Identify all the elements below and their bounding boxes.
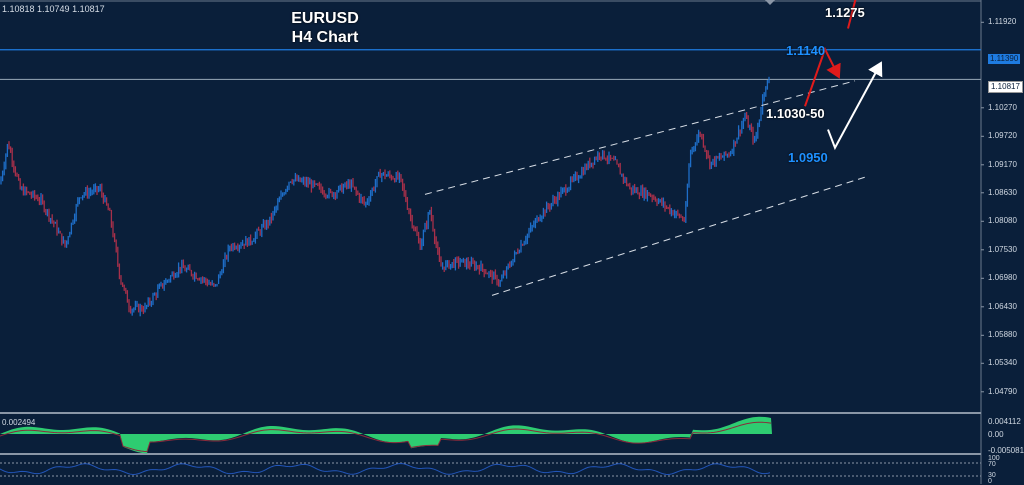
rsi-line	[0, 463, 771, 475]
rsi-axis-100: 100	[988, 455, 1000, 462]
rsi-axis-30: 30	[988, 472, 996, 479]
support-lower-label: 1.0950	[788, 150, 828, 165]
price-tick-label: 1.11920	[988, 17, 1017, 27]
scenario-arrow-icon	[847, 0, 857, 29]
rsi-axis-70: 70	[988, 461, 996, 468]
scenario-arrow-icon	[827, 61, 883, 151]
channel-lower-line	[491, 175, 869, 296]
macd-histogram	[0, 416, 772, 454]
price-tick-label: 1.06980	[988, 273, 1017, 283]
macd-axis-top: 0.004112	[988, 417, 1021, 426]
resistance-label: 1.1140	[786, 43, 826, 58]
price-tick-label: 1.08080	[988, 216, 1017, 226]
price-tick-label: 1.09170	[988, 159, 1017, 169]
resistance-price-tag: 1.11390	[988, 54, 1021, 64]
price-tick-label: 1.05880	[988, 330, 1017, 340]
price-tick-label: 1.10270	[988, 102, 1017, 112]
shift-marker-icon	[765, 0, 775, 5]
chart-title: EURUSD H4 Chart	[265, 9, 385, 47]
channel-upper-line	[424, 80, 856, 195]
price-tick-label: 1.07530	[988, 244, 1017, 254]
price-tick-label: 1.08630	[988, 187, 1017, 197]
macd-value-label: 0.002494	[2, 418, 36, 427]
price-tick-label: 1.09720	[988, 131, 1017, 141]
current-price-tag: 1.10817	[988, 81, 1023, 93]
price-tick-label: 1.05340	[988, 358, 1017, 368]
price-tick-label: 1.04790	[988, 386, 1017, 396]
target-label: 1.1275	[825, 5, 865, 20]
support-zone-label: 1.1030-50	[766, 106, 825, 121]
scenario-arrow-icon	[804, 46, 841, 107]
macd-signal-line	[0, 421, 772, 453]
chart-title-timeframe: H4 Chart	[291, 29, 359, 46]
price-tick-label: 1.06430	[988, 301, 1017, 311]
macd-axis-bottom: -0.005081	[988, 446, 1024, 455]
chart-title-symbol: EURUSD	[291, 10, 359, 27]
macd-axis-zero: 0.00	[988, 430, 1004, 439]
rsi-axis-0: 0	[988, 478, 992, 485]
ohlc-readout: 1.10818 1.10749 1.10817	[2, 4, 105, 14]
